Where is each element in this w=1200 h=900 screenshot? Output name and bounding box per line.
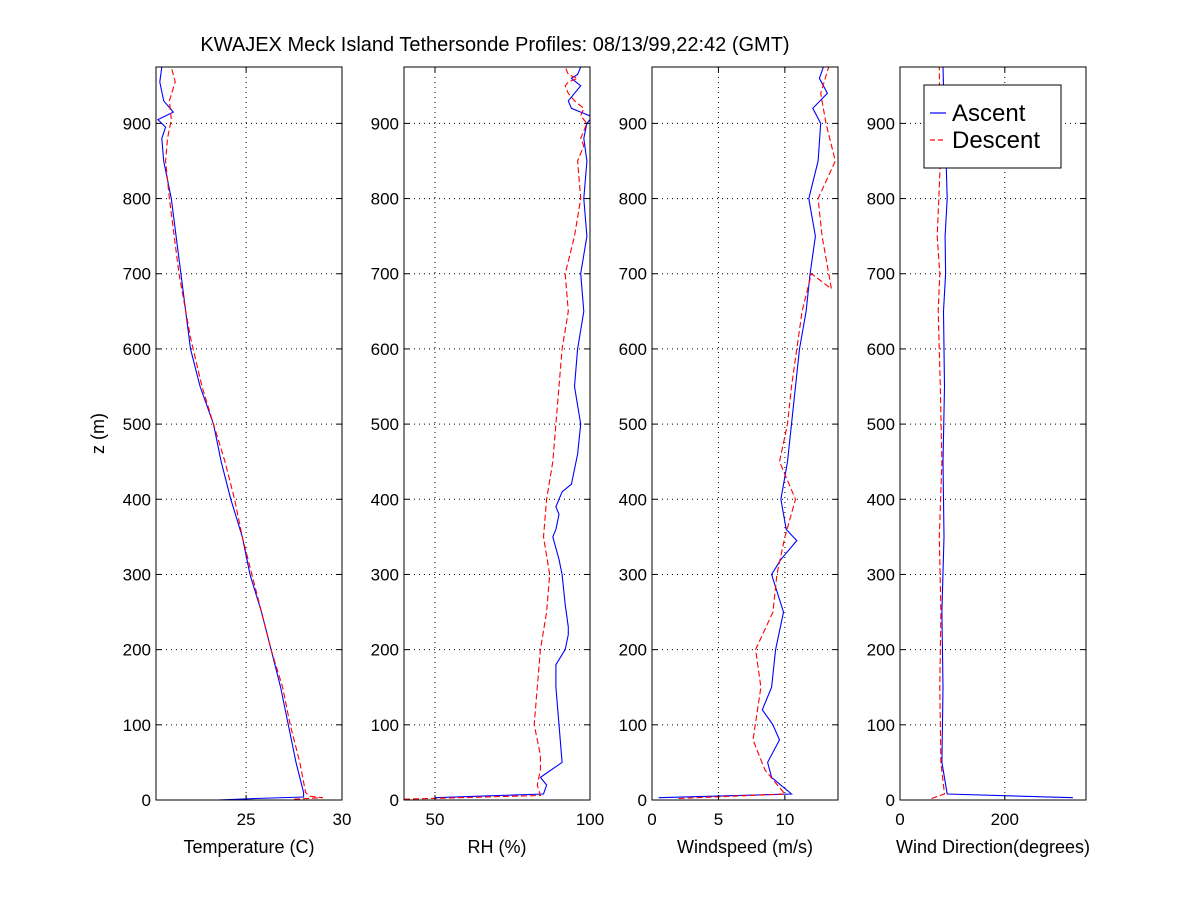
x-tick-label: 100: [576, 810, 604, 829]
y-tick-label: 500: [371, 415, 399, 434]
panel-4: 0 100 200 300 400 500 600 700 800 900 0 200 Wind Dir…: [867, 66, 1090, 857]
series-ascent-line: [941, 67, 1073, 799]
y-tick-label: 600: [123, 340, 151, 359]
series-ascent-line: [156, 67, 305, 800]
y-tick-label: 500: [619, 415, 647, 434]
series-descent-line: [165, 67, 323, 800]
axes-frame: [155, 66, 343, 801]
y-tick-label: 600: [371, 340, 399, 359]
y-tick-label: 0: [638, 791, 647, 810]
y-tick-label: 400: [867, 490, 895, 509]
y-tick-label: 900: [867, 114, 895, 133]
y-tick-label: 700: [123, 265, 151, 284]
series-ascent-line: [434, 67, 590, 799]
y-tick-label: 600: [867, 340, 895, 359]
y-tick-label: 400: [371, 490, 399, 509]
y-tick-label: 500: [123, 415, 151, 434]
panel-3: 0 100 200 300 400 500 600 700 800 900 0 5 10 Windspee…: [619, 66, 839, 857]
legend-label-descent: Descent: [952, 127, 1040, 154]
legend-label-ascent: Ascent: [952, 100, 1026, 127]
legend-box: [923, 84, 1062, 169]
x-tick-label: 10: [775, 810, 794, 829]
y-tick-label: 200: [619, 641, 647, 660]
x-tick-label: 30: [333, 810, 352, 829]
y-tick-label: 800: [619, 190, 647, 209]
y-tick-label: 100: [371, 716, 399, 735]
x-axis-label: RH (%): [468, 837, 527, 857]
y-tick-label: 0: [142, 791, 151, 810]
x-tick-label: 200: [991, 810, 1019, 829]
y-tick-label: 900: [619, 114, 647, 133]
y-tick-label: 300: [867, 565, 895, 584]
axes-frame: [899, 66, 1087, 801]
axes-frame: [651, 66, 839, 801]
y-tick-label: 100: [619, 716, 647, 735]
y-tick-label: 400: [619, 490, 647, 509]
y-tick-label: 700: [371, 265, 399, 284]
y-tick-label: 300: [371, 565, 399, 584]
series-descent-line: [931, 67, 946, 800]
y-tick-label: 0: [886, 791, 895, 810]
axes-frame: [403, 66, 591, 801]
x-tick-label: 25: [237, 810, 256, 829]
y-tick-label: 100: [123, 716, 151, 735]
y-tick-label: 600: [619, 340, 647, 359]
series-descent-line: [404, 67, 588, 800]
figure-title: KWAJEX Meck Island Tethersonde Profiles:…: [200, 34, 789, 56]
y-tick-label: 500: [867, 415, 895, 434]
x-axis-label: Temperature (C): [183, 837, 314, 857]
y-tick-label: 100: [867, 716, 895, 735]
y-tick-label: 700: [867, 265, 895, 284]
y-tick-label: 200: [867, 641, 895, 660]
y-tick-label: 900: [371, 114, 399, 133]
y-tick-label: 300: [619, 565, 647, 584]
panel-1: 0 100 200 300 400 500 600 700 800 900 25 30 Temperat…: [88, 66, 352, 857]
x-tick-label: 0: [647, 810, 656, 829]
y-tick-label: 900: [123, 114, 151, 133]
y-tick-label: 700: [619, 265, 647, 284]
x-tick-label: 5: [714, 810, 723, 829]
y-tick-label: 200: [371, 641, 399, 660]
y-tick-label: 300: [123, 565, 151, 584]
y-tick-label: 400: [123, 490, 151, 509]
y-tick-label: 0: [390, 791, 399, 810]
series-ascent-line: [658, 67, 829, 799]
x-axis-label: Wind Direction(degrees): [896, 837, 1090, 857]
series-descent-line: [678, 67, 836, 800]
y-axis-label: z (m): [88, 413, 108, 454]
x-tick-label: 50: [426, 810, 445, 829]
y-tick-label: 800: [867, 190, 895, 209]
x-tick-label: 0: [895, 810, 904, 829]
y-tick-label: 800: [123, 190, 151, 209]
x-axis-label: Windspeed (m/s): [677, 837, 813, 857]
panel-2: 0 100 200 300 400 500 600 700 800 900 50 100 RH (%): [371, 66, 604, 857]
y-tick-label: 800: [371, 190, 399, 209]
y-tick-label: 200: [123, 641, 151, 660]
